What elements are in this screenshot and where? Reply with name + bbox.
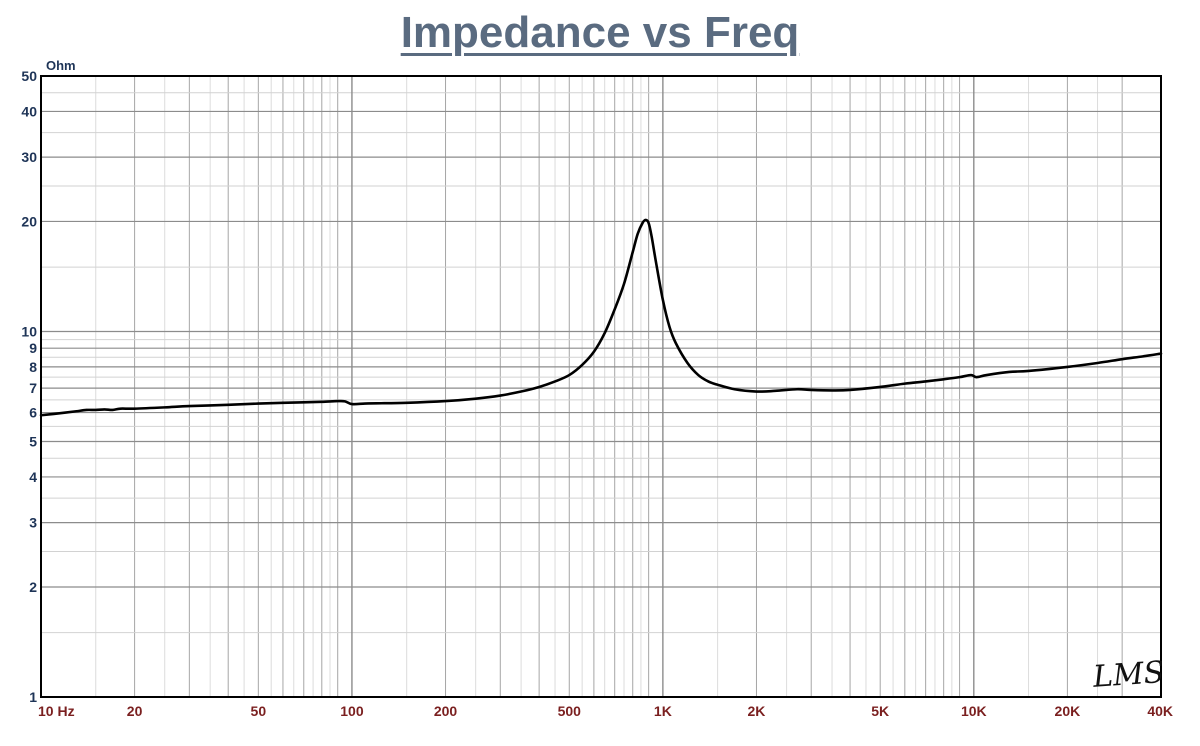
x-tick-label: 5K (871, 703, 889, 719)
y-tick-label: 4 (29, 469, 37, 485)
y-tick-label: 8 (29, 359, 37, 375)
x-tick-label: 40K (1147, 703, 1173, 719)
y-tick-label: 3 (29, 515, 37, 531)
y-tick-label: 5 (29, 434, 37, 450)
x-tick-label: 100 (340, 703, 364, 719)
y-tick-label: 10 (21, 323, 37, 339)
x-tick-label: 20K (1055, 703, 1081, 719)
x-tick-label: 200 (434, 703, 458, 719)
x-tick-label: 500 (558, 703, 582, 719)
y-tick-label: 50 (21, 68, 37, 84)
x-tick-label: 20 (127, 703, 143, 719)
chart-title: Impedance vs Freq (400, 8, 800, 57)
y-tick-labels: 1 2 3 4 5 6 7 8 910 20 30 40 50 (21, 68, 37, 705)
y-tick-label: 40 (21, 103, 37, 119)
x-tick-label: 1K (654, 703, 672, 719)
y-tick-label: 9 (29, 340, 37, 356)
x-tick-labels: 10 Hz 20 50 100 200 500 1K 2K 5K 10K 20K 40K (38, 703, 1173, 719)
y-tick-label: 6 (29, 405, 37, 421)
x-tick-label: 10K (961, 703, 987, 719)
x-tick-label: 10 Hz (38, 703, 75, 719)
y-tick-label: 2 (29, 579, 37, 595)
y-tick-label: 30 (21, 149, 37, 165)
grid-major (40, 75, 1161, 698)
y-tick-label: 7 (29, 380, 37, 396)
lms-logo-text: LMS (1091, 655, 1165, 695)
y-axis-unit: Ohm (46, 58, 76, 73)
lms-logo: LMS (1091, 655, 1165, 695)
grid-minor (41, 76, 1162, 697)
y-tick-label: 20 (21, 213, 37, 229)
series-layer (39, 218, 1163, 417)
plot-frame (40, 75, 1162, 698)
y-tick-label: 1 (29, 689, 37, 705)
x-tick-label: 2K (748, 703, 766, 719)
x-tick-label: 50 (251, 703, 267, 719)
series-line-impedance (39, 218, 1163, 417)
